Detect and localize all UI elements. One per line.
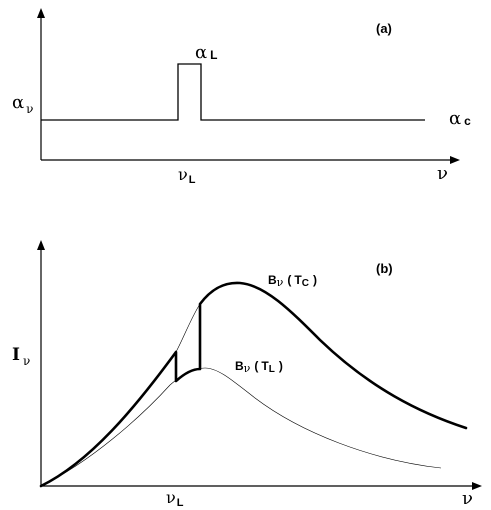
panel-b-y-axis-subscript: ν	[23, 354, 30, 368]
upper-curve-label-nu: ν	[277, 276, 284, 289]
panel-b-y-axis-arrow	[37, 240, 45, 250]
upper-curve-label: Bν(TC)	[268, 273, 317, 289]
upper-curve-label-t: T	[294, 273, 302, 287]
panel-a-y-axis-symbol: α	[12, 92, 24, 113]
lower-curve-label-b: B	[235, 359, 244, 373]
panel-b-x-axis-arrow	[472, 482, 482, 490]
panel-a-absorption-profile	[41, 63, 425, 121]
emergent-intensity-curve	[39, 281, 468, 488]
panel-b-tick-label: νL	[166, 488, 184, 509]
planck-curve-tc-thin-segment	[175, 303, 201, 353]
lower-curve-label: Bν(TL)	[235, 359, 283, 375]
panel-b-tick-symbol: ν	[166, 488, 176, 507]
lower-curve-label-t: T	[261, 359, 269, 373]
upper-curve-label-b: B	[268, 273, 277, 287]
panel-a-tick-subscript: L	[189, 174, 196, 186]
panel-a-line-label-subscript: L	[210, 48, 217, 62]
lower-curve-label-close: )	[279, 359, 283, 373]
planck-curve-tl	[40, 367, 442, 487]
panel-a-line-label-symbol: α	[195, 42, 207, 63]
panel-a-continuum-label-symbol: α	[449, 108, 461, 129]
upper-curve-label-sub: C	[302, 278, 309, 289]
panel-b-tag: (b)	[376, 261, 393, 276]
panel-a-x-axis-arrow	[450, 156, 460, 164]
lower-curve-label-nu: ν	[244, 362, 251, 375]
panel-a-tick-symbol: ν	[178, 165, 188, 184]
lower-curve-label-open: (	[254, 359, 258, 373]
lower-curve-label-sub: L	[269, 364, 275, 375]
upper-curve-label-open: (	[287, 273, 291, 287]
panel-a-y-axis-arrow	[37, 8, 45, 18]
panel-b-y-axis-symbol: I	[12, 345, 20, 365]
panel-a-tick-label: νL	[178, 165, 196, 186]
upper-curve-label-close: )	[313, 273, 317, 287]
panel-a-continuum-label-subscript: c	[464, 114, 471, 128]
panel-a-x-axis-label: ν	[437, 163, 448, 184]
panel-b-tick-subscript: L	[177, 497, 184, 509]
panel-a-y-axis-subscript: ν	[26, 102, 33, 116]
panel-b-x-axis-label: ν	[462, 488, 473, 509]
panel-a-tag: (a)	[376, 21, 392, 36]
